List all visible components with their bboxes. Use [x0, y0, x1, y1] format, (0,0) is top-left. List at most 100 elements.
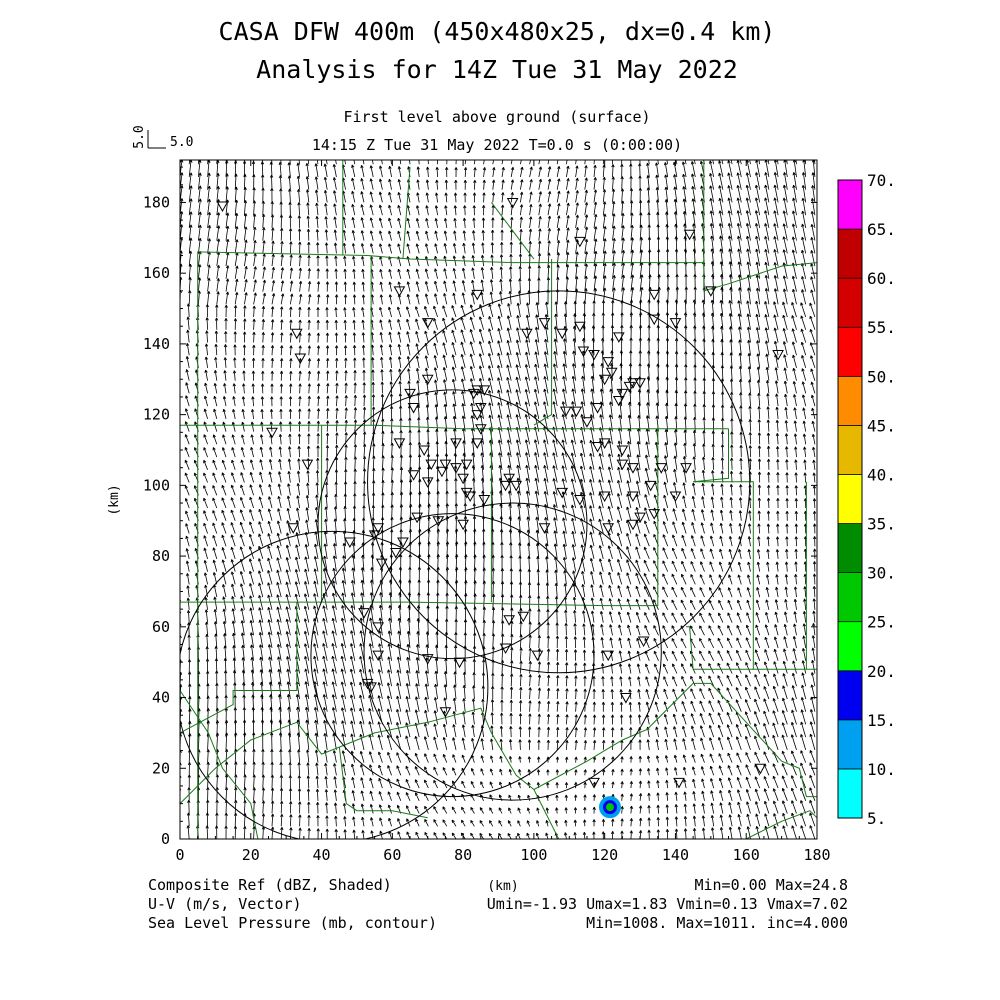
x-tick-label: 180	[803, 846, 830, 864]
colorbar-segment	[837, 425, 863, 475]
station-marker	[577, 346, 590, 357]
x-tick-label: 20	[242, 846, 260, 864]
station-marker	[361, 678, 374, 690]
title-line-1: CASA DFW 400m (450x480x25, dx=0.4 km)	[219, 17, 776, 46]
station-marker	[612, 332, 625, 343]
station-marker	[478, 495, 491, 506]
station-marker	[478, 385, 491, 396]
station-marker	[432, 516, 445, 527]
station-marker	[602, 357, 615, 368]
reflectivity-echo	[598, 796, 621, 819]
reference-vector-label-rotated: 5.0	[132, 125, 147, 148]
colorbar-label: 15.	[867, 711, 896, 730]
wind-vectors	[180, 160, 817, 839]
station-marker	[474, 424, 487, 435]
colorbar: 5. 10. 15. 20. 25. 30. 35. 40. 45. 50. 55. 60. 65. 70…	[837, 171, 896, 828]
county-boundary	[197, 251, 704, 839]
station-marker	[616, 459, 629, 471]
station-marker	[407, 403, 420, 414]
station-marker	[418, 445, 431, 457]
station-marker	[669, 318, 682, 329]
colorbar-segment	[837, 179, 863, 230]
station-marker	[471, 289, 484, 301]
station-marker	[648, 509, 661, 520]
colorbar-label: 55.	[867, 318, 896, 337]
x-tick-label: 140	[662, 846, 689, 864]
colorbar-segment	[837, 768, 863, 819]
station-marker	[581, 417, 593, 428]
station-marker	[680, 463, 692, 474]
colorbar-label: 65.	[867, 220, 896, 239]
county-boundary	[745, 810, 817, 839]
station-marker	[598, 374, 611, 386]
colorbar-segment	[837, 572, 863, 623]
station-markers	[216, 197, 784, 789]
station-marker	[627, 519, 639, 531]
station-marker	[634, 512, 646, 524]
station-marker	[421, 374, 434, 386]
county-boundary	[180, 602, 298, 734]
radar-range-ring	[363, 502, 662, 801]
colorbar-label: 25.	[867, 613, 896, 632]
station-marker	[634, 378, 646, 389]
county-boundary	[686, 626, 754, 670]
station-marker	[683, 229, 696, 241]
county-boundary	[703, 160, 817, 292]
station-marker	[404, 388, 416, 400]
station-marker	[411, 512, 423, 524]
station-marker	[574, 236, 586, 248]
station-marker	[216, 201, 229, 213]
footer-field-2: U-V (m/s, Vector)	[148, 895, 302, 913]
y-tick-label: 40	[152, 689, 170, 707]
echo-core	[605, 803, 614, 812]
station-marker	[471, 385, 484, 396]
station-marker	[574, 321, 586, 333]
footer-field-3-stats: Min=1008. Max=1011. inc=4.000	[586, 914, 848, 932]
y-tick-label: 120	[143, 406, 170, 424]
y-tick-label: 140	[143, 335, 170, 353]
station-marker	[372, 523, 385, 534]
station-marker	[616, 445, 629, 457]
colorbar-segment	[837, 375, 863, 426]
station-marker	[520, 328, 533, 340]
station-marker	[517, 611, 530, 623]
colorbar-label: 20.	[867, 662, 896, 681]
county-boundary	[180, 424, 729, 430]
county-boundary	[402, 167, 411, 260]
station-marker	[556, 487, 569, 499]
station-marker	[393, 286, 406, 297]
y-tick-label: 80	[152, 547, 170, 565]
station-marker	[648, 289, 661, 301]
station-marker	[538, 523, 551, 534]
station-marker	[602, 523, 615, 534]
x-tick-label: 120	[591, 846, 618, 864]
county-boundary	[693, 682, 817, 798]
radar-range-ring	[367, 290, 751, 674]
station-marker	[407, 470, 420, 481]
colorbar-label: 50.	[867, 367, 896, 386]
subtitle-time: 14:15 Z Tue 31 May 2022 T=0.0 s (0:00:00…	[312, 136, 682, 154]
footer-field-1-stats: Min=0.00 Max=24.8	[694, 876, 848, 894]
station-marker	[591, 403, 604, 414]
x-axis-label: (km)	[487, 879, 518, 894]
station-marker	[393, 438, 406, 449]
station-marker	[471, 438, 484, 449]
x-tick-label: 100	[520, 846, 547, 864]
colorbar-label: 70.	[867, 171, 896, 190]
station-marker	[510, 480, 523, 492]
station-marker	[365, 682, 377, 693]
y-tick-label: 180	[143, 193, 170, 211]
station-marker	[620, 693, 632, 704]
colorbar-label: 5.	[867, 809, 886, 828]
x-tick-label: 80	[454, 846, 472, 864]
station-marker	[627, 491, 639, 502]
colorbar-label: 35.	[867, 515, 896, 534]
y-axis: 0 20 40 60 80 100 120 140 160 180	[143, 166, 817, 848]
colorbar-segment	[837, 474, 863, 524]
county-boundary	[693, 428, 817, 670]
colorbar-segment	[837, 326, 863, 377]
x-tick-label: 40	[313, 846, 331, 864]
station-marker	[375, 558, 388, 570]
wind-vector-field	[180, 160, 817, 839]
